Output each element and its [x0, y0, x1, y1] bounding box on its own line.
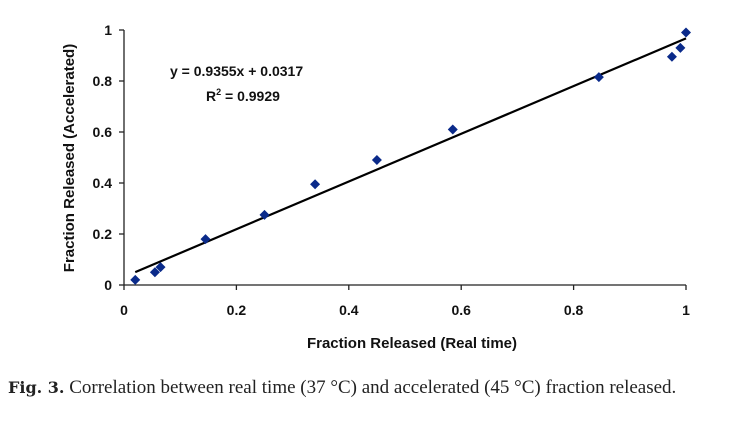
- y-axis-label: Fraction Released (Accelerated): [61, 44, 78, 272]
- data-point: [675, 42, 686, 53]
- x-tick-labels: 0 0.2 0.4 0.6 0.8 1: [120, 302, 690, 318]
- y-tick-label: 0.6: [93, 124, 113, 140]
- x-tick-label: 1: [682, 302, 690, 318]
- y-tick-label: 0.8: [93, 73, 113, 89]
- data-point: [149, 267, 160, 278]
- r-squared-label: R2 = 0.9929: [206, 87, 280, 104]
- y-tick-label: 1: [104, 22, 112, 38]
- y-tick-label: 0: [104, 277, 112, 293]
- data-point: [155, 262, 166, 273]
- y-tick-labels: 0 0.2 0.4 0.6 0.8 1: [93, 22, 113, 293]
- axes: [119, 29, 687, 290]
- r-squared-value: = 0.9929: [221, 88, 280, 104]
- data-point: [447, 124, 458, 135]
- x-tick-label: 0.4: [339, 302, 359, 318]
- data-point: [593, 72, 604, 83]
- r-squared-exponent: 2: [216, 87, 221, 97]
- data-point: [371, 155, 382, 166]
- x-axis-label: Fraction Released (Real time): [307, 335, 517, 352]
- figure-caption: Fig. 3. Correlation between real time (3…: [8, 376, 746, 400]
- r-squared-prefix: R: [206, 88, 216, 104]
- y-tick-label: 0.2: [93, 226, 113, 242]
- x-tick-label: 0.6: [451, 302, 471, 318]
- y-tick-label: 0.4: [93, 175, 113, 191]
- x-tick-label: 0.2: [227, 302, 247, 318]
- data-point: [666, 51, 677, 62]
- scatter-chart: 0 0.2 0.4 0.6 0.8 1 0 0.2 0.4 0.6 0.8 1 y = 0.9355…: [61, 22, 691, 352]
- data-point: [130, 274, 141, 285]
- trendline-equation: y = 0.9355x + 0.0317: [170, 63, 303, 79]
- caption-text: Correlation between real time (37 °C) an…: [64, 377, 677, 398]
- x-tick-label: 0: [120, 302, 128, 318]
- x-tick-label: 0.8: [564, 302, 584, 318]
- data-point: [310, 179, 321, 190]
- data-point: [681, 27, 691, 38]
- caption-label: Fig. 3.: [8, 378, 65, 397]
- data-points: [130, 27, 691, 285]
- data-point: [259, 209, 270, 220]
- data-point: [200, 234, 211, 245]
